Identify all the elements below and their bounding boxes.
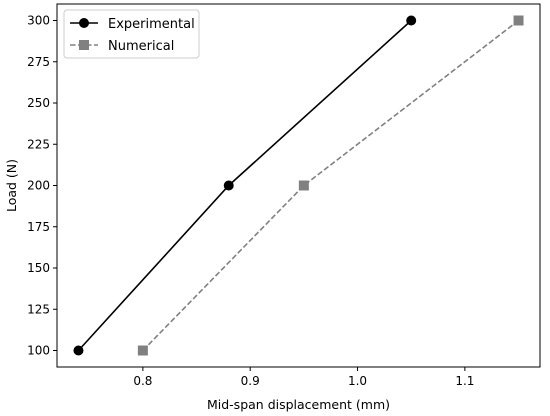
y-axis-label: Load (N) [4, 159, 19, 212]
y-tick-label: 225 [27, 137, 50, 151]
data-point [298, 180, 309, 191]
x-axis: 0.8 0.9 1.0 1.1 [133, 367, 474, 388]
plot-area [56, 3, 541, 368]
y-axis: 100 125 150 175 200 225 250 275 300 [27, 14, 57, 358]
y-tick-label: 150 [27, 261, 50, 275]
legend: Experimental Numerical [63, 9, 200, 59]
series-layer [73, 15, 524, 356]
legend-item: Numerical [70, 39, 174, 54]
legend-box [63, 9, 200, 59]
legend-marker [79, 18, 89, 28]
x-tick-label: 0.9 [241, 374, 260, 388]
y-tick-label: 175 [27, 220, 50, 234]
series-line [142, 19, 520, 352]
y-tick-label: 200 [27, 179, 50, 193]
legend-label: Numerical [108, 39, 174, 54]
plot-frame [56, 3, 541, 368]
series-numerical [137, 15, 524, 356]
legend-item: Experimental [70, 17, 195, 32]
x-tick-label: 1.1 [455, 374, 474, 388]
data-point [223, 180, 234, 191]
y-tick-label: 300 [27, 14, 50, 28]
data-point [73, 345, 84, 356]
y-tick-label: 275 [27, 55, 50, 69]
legend-marker [79, 40, 89, 50]
y-tick-label: 100 [27, 344, 50, 358]
y-tick-label: 125 [27, 302, 50, 316]
x-tick-label: 0.8 [133, 374, 152, 388]
series-experimental [73, 15, 417, 356]
data-point [137, 345, 148, 356]
x-axis-label: Mid-span displacement (mm) [207, 397, 390, 412]
data-point [406, 15, 417, 26]
legend-label: Experimental [108, 17, 195, 32]
x-tick-label: 1.0 [348, 374, 367, 388]
y-tick-label: 250 [27, 96, 50, 110]
data-point [513, 15, 524, 26]
